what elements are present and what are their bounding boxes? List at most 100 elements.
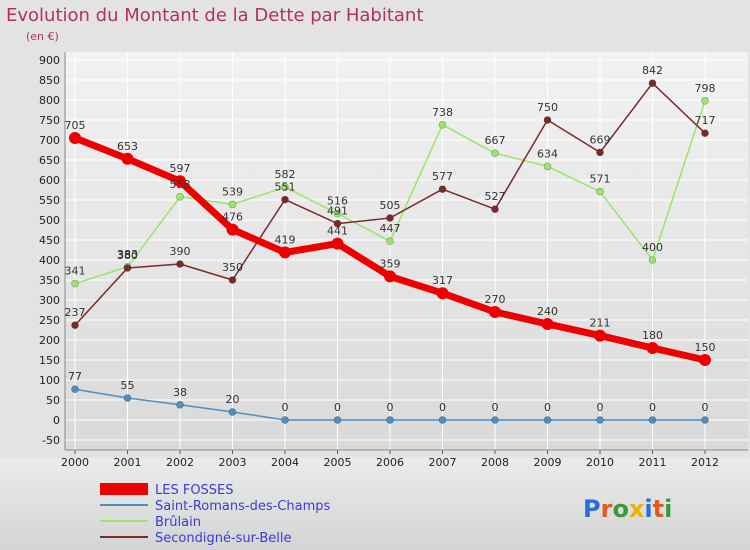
data-label-saint-romans-des-champs: 0	[387, 401, 394, 414]
x-tick-label: 2012	[691, 456, 719, 469]
point-secondigne-sur-belle	[648, 79, 657, 87]
point-les-fosses	[174, 175, 186, 188]
data-label-les-fosses: 270	[485, 293, 506, 306]
data-label-saint-romans-des-champs: 55	[121, 379, 135, 392]
data-label-brulain: 341	[65, 265, 86, 278]
point-secondigne-sur-belle	[543, 116, 552, 124]
data-label-saint-romans-des-champs: 0	[544, 401, 551, 414]
y-tick-label: 50	[46, 394, 60, 407]
point-saint-romans-des-champs	[386, 416, 394, 424]
point-saint-romans-des-champs	[176, 400, 184, 409]
y-tick-label: 0	[53, 414, 60, 427]
axes: -500501001502002503003504004505005506006…	[39, 52, 748, 469]
x-tick-label: 2000	[61, 456, 89, 469]
data-label-brulain: 738	[432, 106, 453, 119]
x-tick-label: 2007	[429, 456, 457, 469]
point-secondigne-sur-belle	[176, 260, 184, 268]
point-brulain	[648, 256, 657, 264]
point-les-fosses	[489, 306, 501, 318]
y-tick-label: 550	[39, 194, 60, 207]
y-tick-label: 150	[39, 354, 60, 367]
data-label-les-fosses: 317	[432, 274, 453, 287]
point-brulain	[333, 209, 342, 218]
point-brulain	[386, 237, 394, 245]
point-les-fosses	[226, 223, 239, 236]
x-tick-label: 2001	[114, 456, 142, 469]
y-tick-label: 700	[39, 134, 60, 147]
point-saint-romans-des-champs	[701, 416, 709, 424]
y-tick-label: 300	[39, 294, 60, 307]
y-tick-label: 100	[39, 374, 60, 387]
data-label-saint-romans-des-champs: 0	[439, 401, 446, 414]
point-saint-romans-des-champs	[491, 416, 499, 424]
data-label-secondigne-sur-belle: 669	[590, 133, 611, 146]
data-label-les-fosses: 705	[65, 119, 86, 132]
data-label-saint-romans-des-champs: 20	[226, 393, 240, 406]
point-les-fosses	[331, 237, 344, 250]
point-les-fosses	[646, 342, 659, 354]
point-brulain	[491, 149, 499, 157]
x-tick-label: 2002	[166, 456, 194, 469]
data-label-brulain: 571	[590, 173, 611, 186]
data-label-les-fosses: 150	[695, 341, 716, 354]
data-label-saint-romans-des-champs: 0	[334, 401, 341, 414]
data-label-secondigne-sur-belle: 527	[485, 190, 506, 203]
data-label-saint-romans-des-champs: 0	[597, 401, 604, 414]
chart-subtitle: (en €)	[26, 30, 59, 43]
point-secondigne-sur-belle	[596, 148, 604, 157]
point-brulain	[596, 187, 604, 196]
point-les-fosses	[436, 287, 449, 300]
x-tick-label: 2005	[324, 456, 352, 469]
data-label-saint-romans-des-champs: 0	[702, 401, 709, 414]
data-label-les-fosses: 240	[537, 305, 558, 318]
data-label-brulain: 798	[695, 82, 716, 95]
legend-label: Brûlain	[155, 515, 201, 530]
point-saint-romans-des-champs	[123, 394, 132, 402]
y-tick-label: 600	[39, 174, 60, 187]
point-saint-romans-des-champs	[648, 416, 657, 424]
point-les-fosses	[69, 132, 81, 144]
data-label-saint-romans-des-champs: 38	[173, 386, 187, 399]
data-label-secondigne-sur-belle: 505	[380, 199, 401, 212]
data-label-les-fosses: 597	[170, 162, 191, 175]
point-saint-romans-des-champs	[543, 416, 552, 424]
point-saint-romans-des-champs	[228, 408, 237, 416]
data-label-les-fosses: 476	[222, 211, 243, 224]
data-label-secondigne-sur-belle: 717	[695, 114, 716, 127]
plot-area	[65, 52, 748, 450]
point-brulain	[438, 121, 447, 129]
point-saint-romans-des-champs	[596, 416, 604, 424]
point-saint-romans-des-champs	[71, 385, 79, 394]
data-label-saint-romans-des-champs: 0	[282, 401, 289, 414]
data-label-brulain: 400	[642, 241, 663, 254]
data-label-les-fosses: 180	[642, 329, 663, 342]
point-secondigne-sur-belle	[438, 185, 447, 193]
y-tick-label: 800	[39, 94, 60, 107]
series-lines	[69, 79, 711, 424]
data-label-secondigne-sur-belle: 491	[327, 205, 348, 218]
point-les-fosses	[279, 246, 291, 259]
data-label-brulain: 634	[537, 147, 558, 160]
data-label-brulain: 582	[275, 168, 296, 181]
data-label-les-fosses: 653	[117, 140, 138, 153]
x-tick-label: 2008	[481, 456, 509, 469]
point-secondigne-sur-belle	[281, 195, 289, 204]
point-secondigne-sur-belle	[228, 276, 237, 284]
data-label-secondigne-sur-belle: 842	[642, 64, 663, 77]
data-label-secondigne-sur-belle: 577	[432, 170, 453, 183]
data-label-les-fosses: 419	[275, 233, 296, 246]
data-label-saint-romans-des-champs: 0	[649, 401, 656, 414]
logo-text: Proxiti	[583, 495, 672, 523]
data-label-brulain: 516	[327, 195, 348, 208]
data-label-brulain: 447	[380, 222, 401, 235]
y-tick-label: 500	[39, 214, 60, 227]
data-label-secondigne-sur-belle: 380	[117, 249, 138, 262]
point-les-fosses	[384, 270, 396, 283]
chart-title: Evolution du Montant de la Dette par Hab…	[6, 5, 423, 26]
point-secondigne-sur-belle	[123, 264, 132, 272]
point-les-fosses	[699, 354, 711, 366]
x-tick-label: 2004	[271, 456, 299, 469]
data-labels: 77 55 38 20 0 0 0 0 0 0 0 0 0 341 383 558 539 582 516 447 73…	[65, 64, 716, 414]
